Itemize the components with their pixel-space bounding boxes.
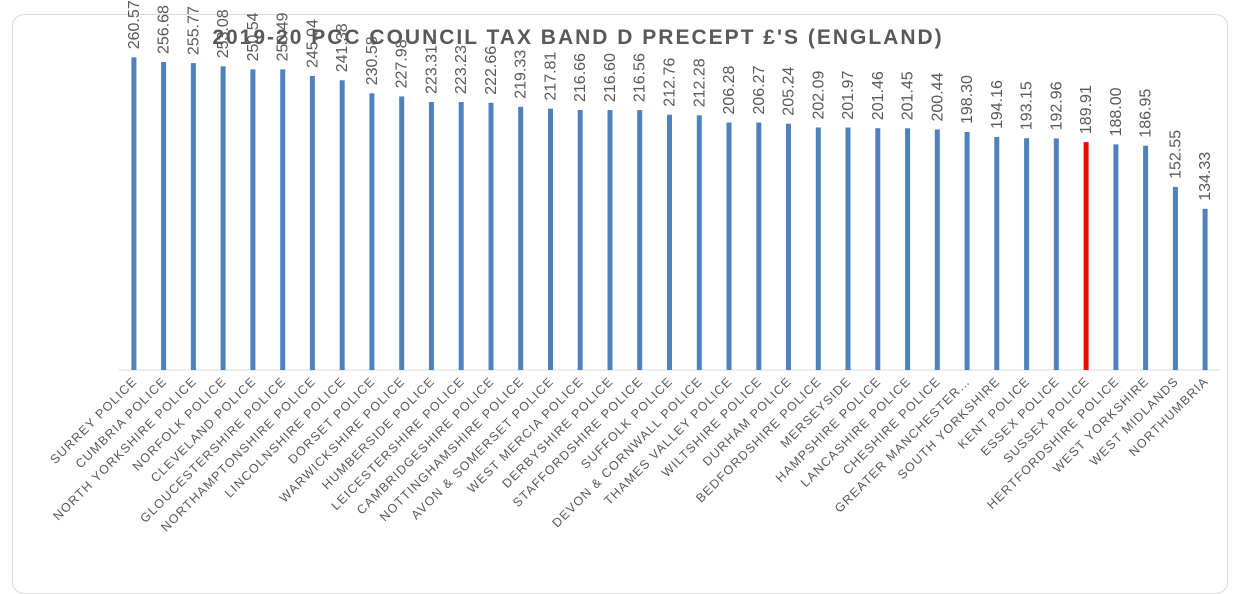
- value-label-15: 216.66: [572, 53, 589, 102]
- bars-group: [131, 57, 1208, 371]
- bar-1: [161, 62, 167, 370]
- value-label-4: 250.54: [245, 12, 262, 61]
- bar-23: [815, 127, 821, 370]
- value-label-18: 212.76: [662, 58, 679, 107]
- value-label-25: 201.46: [870, 71, 887, 120]
- bar-32: [1083, 142, 1089, 370]
- bar-9: [399, 96, 405, 371]
- bar-25: [875, 128, 881, 370]
- bar-16: [607, 110, 613, 370]
- bar-29: [994, 137, 1000, 370]
- value-label-6: 245.04: [304, 19, 321, 68]
- value-label-27: 200.44: [929, 72, 946, 121]
- value-label-29: 194.16: [989, 80, 1006, 129]
- bar-27: [934, 129, 940, 370]
- value-label-2: 255.77: [185, 6, 202, 55]
- value-label-9: 227.98: [394, 39, 411, 88]
- bar-13: [518, 106, 524, 371]
- bar-12: [488, 102, 494, 371]
- value-label-24: 201.97: [840, 71, 857, 120]
- value-label-11: 223.23: [453, 45, 470, 94]
- value-label-23: 202.09: [810, 70, 827, 119]
- bar-3: [220, 66, 226, 371]
- value-label-1: 256.68: [156, 5, 173, 54]
- value-label-34: 186.95: [1138, 89, 1155, 138]
- value-label-14: 217.81: [543, 52, 560, 101]
- bar-0: [131, 57, 137, 371]
- value-label-36: 134.33: [1197, 152, 1214, 201]
- value-label-30: 193.15: [1019, 81, 1036, 130]
- bar-2: [190, 63, 196, 370]
- value-label-20: 206.28: [721, 65, 738, 114]
- bar-34: [1143, 145, 1149, 370]
- bar-10: [428, 102, 434, 370]
- value-label-32: 189.91: [1078, 85, 1095, 134]
- value-label-16: 216.60: [602, 53, 619, 102]
- bar-19: [696, 115, 702, 370]
- value-label-7: 241.38: [334, 23, 351, 72]
- bar-24: [845, 127, 851, 370]
- bar-7: [339, 80, 345, 371]
- value-label-31: 192.96: [1048, 81, 1065, 130]
- value-label-21: 206.27: [751, 65, 768, 114]
- bar-18: [667, 114, 672, 370]
- value-label-5: 250.49: [275, 12, 292, 61]
- bar-22: [786, 123, 791, 370]
- bar-33: [1113, 144, 1119, 370]
- value-label-17: 216.56: [632, 53, 649, 102]
- value-label-26: 201.45: [900, 71, 917, 120]
- chart-title: 2019-20 PCC COUNCIL TAX BAND D PRECEPT £…: [212, 26, 943, 49]
- value-label-8: 230.58: [364, 36, 381, 85]
- value-label-28: 198.30: [959, 75, 976, 124]
- value-labels-group: 260.57 256.68 255.77 253.08 250.54 250.49 245.…: [126, 0, 1214, 201]
- value-label-35: 152.55: [1167, 130, 1184, 179]
- bar-6: [309, 76, 315, 370]
- bar-17: [637, 110, 643, 370]
- bar-31: [1053, 138, 1059, 370]
- value-label-3: 253.08: [215, 9, 232, 58]
- bar-5: [280, 69, 286, 371]
- bar-20: [726, 122, 732, 370]
- value-label-13: 219.33: [513, 50, 530, 99]
- bar-26: [905, 128, 911, 370]
- value-label-10: 223.31: [423, 45, 440, 94]
- bar-28: [964, 132, 970, 370]
- value-label-12: 222.66: [483, 46, 500, 95]
- value-label-0: 260.57: [126, 0, 143, 49]
- bar-8: [369, 93, 375, 371]
- bar-21: [756, 122, 762, 370]
- bar-14: [548, 108, 553, 370]
- bar-35: [1172, 186, 1178, 370]
- bar-30: [1024, 138, 1030, 370]
- value-label-22: 205.24: [781, 67, 798, 116]
- bar-36: [1202, 208, 1208, 370]
- bar-11: [458, 102, 464, 370]
- bar-15: [577, 110, 583, 370]
- bar-4: [250, 69, 256, 371]
- value-label-19: 212.28: [691, 58, 708, 107]
- value-label-33: 188.00: [1108, 87, 1125, 136]
